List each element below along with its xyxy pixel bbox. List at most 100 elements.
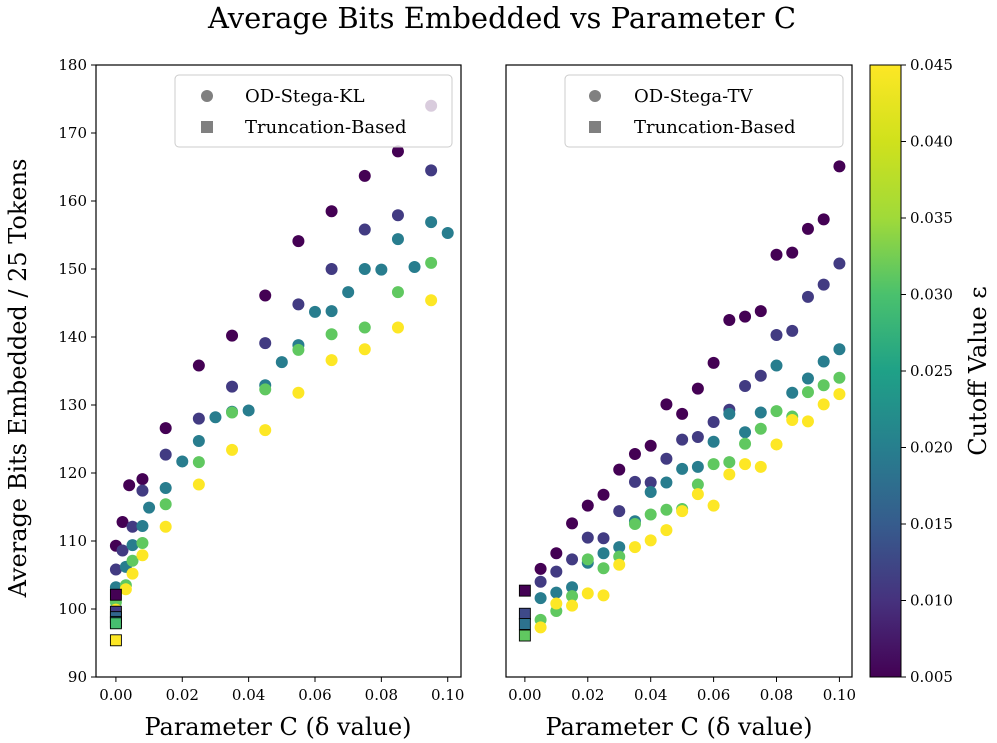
od-stega-point — [358, 343, 371, 356]
left-x-ticks: 0.00 0.02 0.04 0.06 0.08 0.10 — [99, 677, 464, 704]
od-stega-point — [325, 205, 338, 218]
od-stega-point — [425, 256, 438, 269]
od-stega-point — [644, 534, 657, 547]
od-stega-point — [581, 531, 594, 544]
y-tick-label: 130 — [58, 396, 87, 414]
od-stega-point — [408, 260, 421, 273]
od-stega-point — [325, 305, 338, 318]
x-tick-label: 0.10 — [431, 686, 464, 704]
od-stega-point — [358, 321, 371, 334]
x-tick-label: 0.06 — [697, 686, 730, 704]
colorbar-label: Cutoff Value ε — [964, 286, 992, 455]
od-stega-point — [597, 488, 610, 501]
od-stega-point — [566, 517, 579, 530]
od-stega-point — [136, 549, 149, 562]
colorbar-tick-label: 0.015 — [910, 515, 953, 533]
od-stega-point — [425, 294, 438, 307]
od-stega-point — [644, 476, 657, 489]
left-legend-box — [174, 74, 453, 148]
truncation-square-point — [518, 618, 531, 630]
y-tick-label: 160 — [58, 192, 87, 210]
od-stega-point — [739, 379, 752, 392]
od-stega-point — [817, 398, 830, 411]
right-panel-points — [518, 160, 846, 642]
od-stega-point — [833, 343, 846, 356]
od-stega-point — [425, 216, 438, 229]
od-stega-point — [566, 599, 579, 612]
od-stega-point — [292, 235, 305, 248]
od-stega-point — [292, 386, 305, 399]
od-stega-point — [676, 505, 689, 518]
od-stega-point — [754, 422, 767, 435]
od-stega-point — [566, 553, 579, 566]
od-stega-point — [123, 479, 136, 492]
od-stega-point — [786, 413, 799, 426]
y-tick-label: 100 — [58, 600, 87, 618]
od-stega-point — [391, 209, 404, 222]
od-stega-point — [126, 567, 139, 580]
x-tick-label: 0.04 — [634, 686, 667, 704]
od-stega-point — [391, 145, 404, 158]
od-stega-point — [770, 405, 783, 418]
legend-circle-marker — [589, 90, 601, 102]
od-stega-point — [566, 590, 579, 603]
od-stega-point — [801, 372, 814, 385]
right-legend: OD-Stega-TV Truncation-Based — [564, 74, 844, 148]
colorbar: 0.005 0.010 0.015 0.020 0.025 0.030 0.035 0.040… — [869, 56, 992, 686]
od-stega-point — [116, 544, 129, 557]
od-stega-point — [259, 424, 272, 437]
colorbar-tick-label: 0.035 — [910, 209, 953, 227]
od-stega-point — [209, 411, 222, 424]
od-stega-point — [342, 286, 355, 299]
od-stega-point — [550, 597, 563, 610]
truncation-square-point — [109, 588, 122, 601]
od-stega-point — [754, 460, 767, 473]
od-stega-point — [833, 160, 846, 173]
od-stega-point — [833, 371, 846, 384]
od-stega-point — [126, 539, 139, 552]
od-stega-point — [119, 583, 132, 596]
od-stega-point — [660, 476, 673, 489]
od-stega-point — [801, 290, 814, 303]
x-tick-label: 0.08 — [760, 686, 793, 704]
od-stega-point — [833, 257, 846, 270]
od-stega-point — [739, 458, 752, 471]
od-stega-point — [534, 621, 547, 634]
colorbar-tick-label: 0.045 — [910, 56, 953, 74]
od-stega-point — [723, 468, 736, 481]
od-stega-point — [226, 329, 239, 342]
od-stega-point — [136, 520, 149, 533]
od-stega-point — [801, 415, 814, 428]
colorbar-tick-label: 0.030 — [910, 286, 953, 304]
od-stega-point — [159, 481, 172, 494]
od-stega-point — [644, 439, 657, 452]
od-stega-point — [325, 328, 338, 341]
od-stega-point — [550, 586, 563, 599]
right-legend-label-square: Truncation-Based — [634, 117, 795, 138]
od-stega-point — [159, 448, 172, 461]
colorbar-tick-label: 0.025 — [910, 362, 953, 380]
od-stega-point — [644, 508, 657, 521]
od-stega-point — [259, 337, 272, 350]
od-stega-point — [628, 541, 641, 554]
x-tick-label: 0.00 — [99, 686, 132, 704]
od-stega-point — [159, 498, 172, 511]
colorbar-tick-label: 0.005 — [910, 668, 953, 686]
truncation-square-point — [109, 634, 122, 647]
od-stega-point — [833, 388, 846, 401]
od-stega-point — [242, 404, 255, 417]
od-stega-point — [325, 263, 338, 275]
od-stega-point — [597, 562, 610, 575]
left-panel-frame — [95, 64, 462, 678]
truncation-square-point — [109, 617, 122, 630]
od-stega-point — [770, 438, 783, 451]
od-stega-point — [613, 558, 626, 571]
od-stega-point — [707, 356, 720, 369]
od-stega-point — [739, 426, 752, 439]
od-stega-point — [550, 547, 563, 560]
od-stega-point — [770, 248, 783, 261]
od-stega-point — [358, 169, 371, 182]
od-stega-point — [707, 499, 720, 512]
